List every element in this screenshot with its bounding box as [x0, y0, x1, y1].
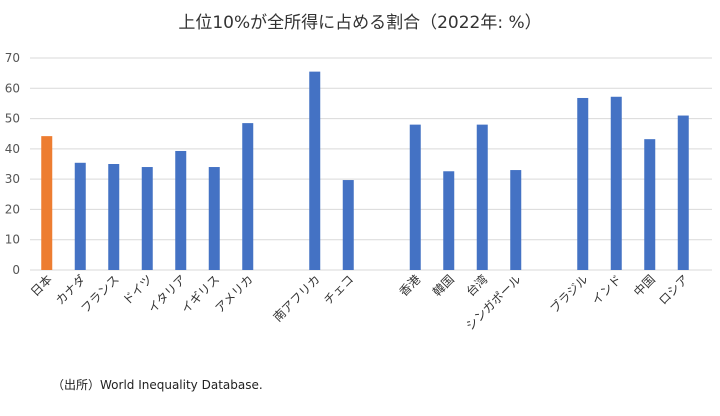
- bar-南アフリカ: [309, 71, 321, 270]
- bar-カナダ: [74, 162, 86, 270]
- bar-韓国: [443, 171, 455, 270]
- bar-イタリア: [175, 150, 187, 270]
- y-tick-label: 40: [5, 142, 20, 156]
- y-tick-label: 10: [5, 233, 20, 247]
- chart-title: 上位10%が全所得に占める割合（2022年: %）: [178, 13, 542, 33]
- y-tick-label: 30: [5, 172, 20, 186]
- y-tick-label: 20: [5, 202, 20, 216]
- x-tick-label: ブラジル: [546, 272, 590, 316]
- y-tick-label: 50: [5, 112, 20, 126]
- x-tick-label: チェコ: [321, 272, 356, 307]
- y-tick-label: 0: [12, 263, 20, 277]
- x-tick-label: 中国: [630, 272, 658, 300]
- grid-lines: [30, 57, 712, 271]
- x-tick-label: ロシア: [656, 272, 691, 307]
- bar-イギリス: [208, 167, 220, 270]
- x-tick-label: 台湾: [463, 272, 491, 300]
- source-note: （出所）World Inequality Database.: [52, 378, 263, 392]
- bar-ドイツ: [141, 167, 153, 270]
- x-tick-label: 南アフリカ: [270, 272, 323, 325]
- bar-日本: [41, 136, 53, 270]
- bar-シンガポール: [510, 170, 522, 270]
- bar-ロシア: [677, 115, 689, 271]
- y-tick-label: 70: [5, 51, 20, 65]
- bar-アメリカ: [242, 123, 254, 270]
- x-tick-label: インド: [589, 272, 624, 307]
- bar-チェコ: [342, 180, 354, 270]
- x-tick-label: 韓国: [430, 272, 457, 299]
- y-tick-label: 60: [5, 81, 20, 95]
- bar-フランス: [108, 164, 120, 270]
- bars: [41, 71, 689, 271]
- bar-中国: [644, 139, 656, 270]
- x-tick-label: 香港: [396, 272, 423, 299]
- bar-台湾: [476, 124, 488, 270]
- bar-ブラジル: [577, 97, 589, 270]
- x-tick-label: 日本: [28, 272, 55, 299]
- y-axis-ticks: 0 10 20 30 40 50 60 70: [5, 51, 20, 277]
- bar-インド: [610, 96, 622, 270]
- bar-香港: [409, 124, 421, 270]
